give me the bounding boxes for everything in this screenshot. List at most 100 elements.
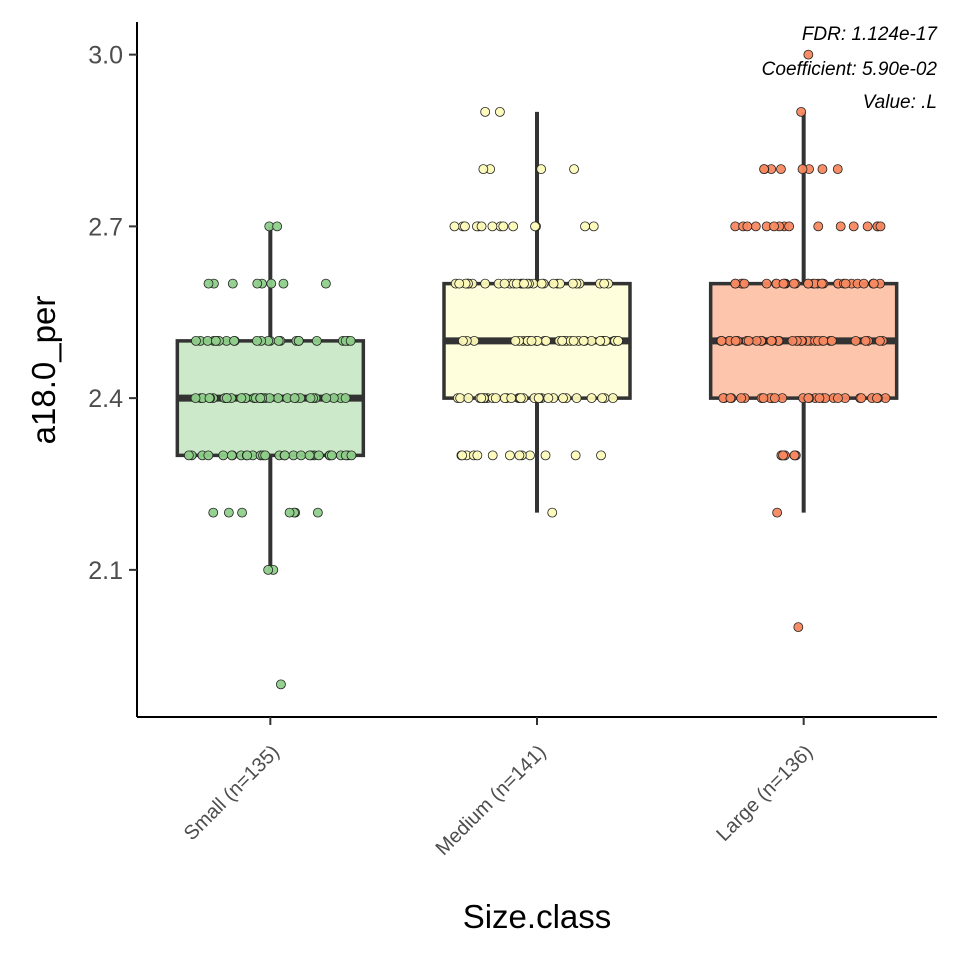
data-point (840, 278, 851, 289)
x-tick-label: Medium (n=141) (432, 741, 551, 860)
data-point (487, 221, 498, 232)
data-point (533, 393, 544, 404)
data-point (289, 393, 300, 404)
data-point (803, 49, 814, 60)
data-point (725, 393, 736, 404)
data-point (510, 335, 521, 346)
data-point (304, 450, 315, 461)
data-point (848, 221, 859, 232)
x-axis-title: Size.class (463, 898, 612, 935)
data-point (875, 221, 886, 232)
x-tick-label: Small (n=135) (180, 741, 284, 845)
data-point (586, 393, 597, 404)
data-point (860, 335, 871, 346)
data-point (569, 164, 579, 175)
data-point (312, 507, 323, 518)
data-point (776, 164, 786, 175)
data-point (519, 278, 529, 289)
data-point (242, 450, 253, 461)
data-point (255, 393, 266, 404)
data-point (266, 278, 277, 289)
data-point (868, 278, 879, 289)
data-point (789, 450, 800, 461)
data-point (506, 393, 517, 404)
data-point (813, 221, 824, 232)
data-point (536, 278, 547, 289)
data-point (278, 278, 289, 289)
data-point (872, 393, 882, 404)
data-point (759, 164, 769, 175)
y-tick-label: 2.1 (88, 557, 123, 585)
data-point (480, 278, 491, 289)
data-point (236, 393, 247, 404)
data-point (525, 450, 535, 461)
data-point (833, 393, 843, 404)
data-point (588, 221, 599, 232)
data-point (190, 393, 201, 404)
data-point (499, 278, 510, 289)
data-point (208, 507, 219, 518)
data-point (835, 221, 846, 232)
data-point (787, 335, 798, 346)
data-point (578, 335, 589, 346)
data-point (191, 335, 201, 346)
y-tick-label: 2.4 (88, 385, 123, 413)
data-point (772, 507, 783, 518)
data-point (730, 278, 741, 289)
data-point (463, 393, 474, 404)
data-point (856, 393, 867, 404)
annotation-coefficient: Coefficient: 5.90e-02 (762, 59, 938, 80)
data-point (761, 278, 772, 289)
data-point (284, 507, 295, 518)
data-point (210, 335, 221, 346)
data-point (226, 450, 237, 461)
data-point (218, 450, 229, 461)
data-point (498, 221, 509, 232)
data-point (766, 335, 777, 346)
x-tick-label: Large (n=136) (712, 741, 817, 846)
data-point (874, 335, 885, 346)
data-point (816, 278, 827, 289)
data-point (476, 221, 487, 232)
data-point (789, 278, 799, 289)
annotation-fdr: FDR: 1.124e-17 (802, 24, 939, 45)
data-point (797, 164, 808, 175)
data-point (862, 221, 873, 232)
data-point (716, 335, 727, 346)
data-point (293, 335, 304, 346)
data-point (237, 507, 247, 518)
data-point (530, 221, 540, 232)
data-point (818, 335, 829, 346)
data-point (543, 393, 554, 404)
data-point (595, 335, 606, 346)
data-point (803, 278, 814, 289)
data-point (803, 393, 814, 404)
data-point (599, 278, 610, 289)
data-point (596, 450, 606, 461)
data-point (229, 335, 239, 346)
data-point (571, 393, 582, 404)
annotation-value: Value: .L (863, 92, 937, 113)
data-point (305, 393, 316, 404)
data-point (858, 278, 869, 289)
data-point (769, 393, 780, 404)
data-point (221, 393, 232, 404)
data-point (508, 221, 519, 232)
data-point (778, 278, 789, 289)
data-point (449, 221, 460, 232)
data-point (558, 393, 568, 404)
data-point (515, 393, 526, 404)
data-point (547, 507, 558, 518)
data-point (203, 278, 214, 289)
data-point (204, 393, 215, 404)
data-point (832, 164, 843, 175)
data-point (321, 393, 332, 404)
y-tick-label: 3.0 (88, 42, 123, 70)
data-point (313, 450, 324, 461)
data-point (252, 335, 262, 346)
data-point (273, 335, 284, 346)
data-point (784, 221, 795, 232)
data-point (472, 450, 483, 461)
data-point (730, 335, 741, 346)
